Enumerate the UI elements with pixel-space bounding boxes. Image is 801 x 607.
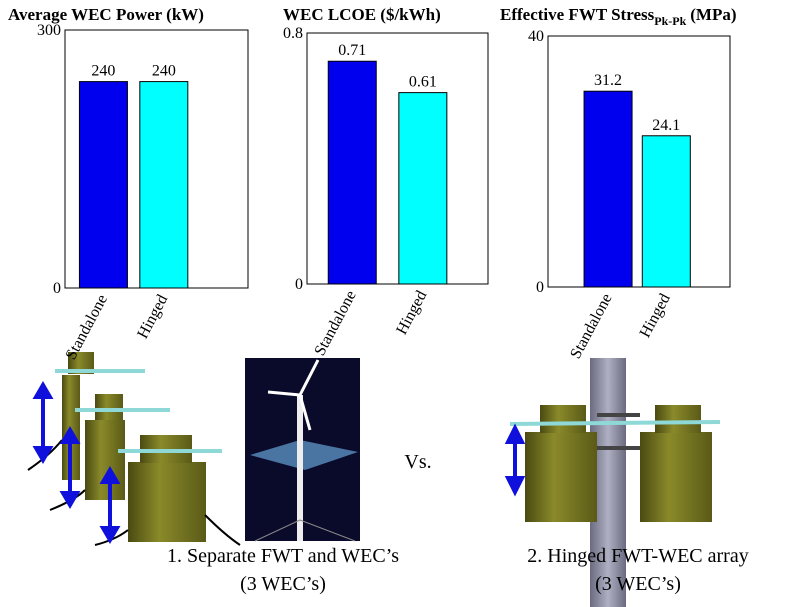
title-text: WEC LCOE ($/kWh) [283,5,441,24]
y-tick-label: 300 [37,22,61,39]
x-tick-label: Hinged [393,288,430,338]
wec-body [640,432,712,522]
bar [642,136,690,287]
bar-chart: WEC LCOE ($/kWh) 0 0.8 0.71 Standalone 0.61 Hi… [283,5,488,359]
chart-title: WEC LCOE ($/kWh) [283,5,441,24]
value-label: 0.71 [338,42,366,59]
x-tick-label: Hinged [637,291,674,341]
bar-chart: Average WEC Power (kW)0300240Standalone2… [8,5,248,363]
wec-body [85,420,125,500]
bar [328,61,376,284]
turbine-illustration [245,358,360,541]
title-text: Effective FWT Stress [500,5,655,24]
wec-body [128,462,206,542]
separate-wec-illustration [28,352,240,545]
bar [140,82,188,288]
x-tick-label: Standalone [311,288,359,359]
x-tick-label: Standalone [567,291,615,362]
y-tick-label: 0 [536,279,544,296]
bar [399,93,447,284]
x-tick-label: Hinged [134,292,171,342]
y-tick-label: 0 [295,276,303,293]
caption: (3 WEC’s) [595,573,681,595]
hinged-illustration [508,358,720,607]
value-label: 240 [91,63,115,80]
wec-top [95,394,123,420]
figure: 1. Separate FWT and WEC’s (3 WEC’s) Vs. … [0,0,801,607]
y-tick-label: 0 [53,280,61,297]
value-label: 31.2 [594,72,622,89]
title-subscript: Pk-Pk [654,14,686,28]
bar [584,91,632,287]
caption: 1. Separate FWT and WEC’s [167,545,399,567]
waterline [510,422,720,424]
chart-title: Effective FWT StressPk-Pk (MPa) [500,5,737,28]
wec-top [540,405,586,433]
caption: (3 WEC’s) [240,573,326,595]
title-unit: (MPa) [690,5,736,24]
turbine-tower [297,395,303,541]
bar [79,82,127,288]
motion-arrows [508,428,522,492]
wec-body [525,432,597,522]
y-tick-label: 0.8 [283,25,303,42]
caption: 2. Hinged FWT-WEC array [527,545,748,567]
wec-top [655,405,701,433]
value-label: 24.1 [652,117,680,134]
versus-label: Vs. [404,451,431,473]
y-tick-label: 40 [528,28,544,45]
value-label: 240 [152,63,176,80]
value-label: 0.61 [409,74,437,91]
bar-chart: Effective FWT StressPk-Pk (MPa) 0 40 31.2 Sta… [500,5,737,362]
plot-frame [548,36,730,287]
